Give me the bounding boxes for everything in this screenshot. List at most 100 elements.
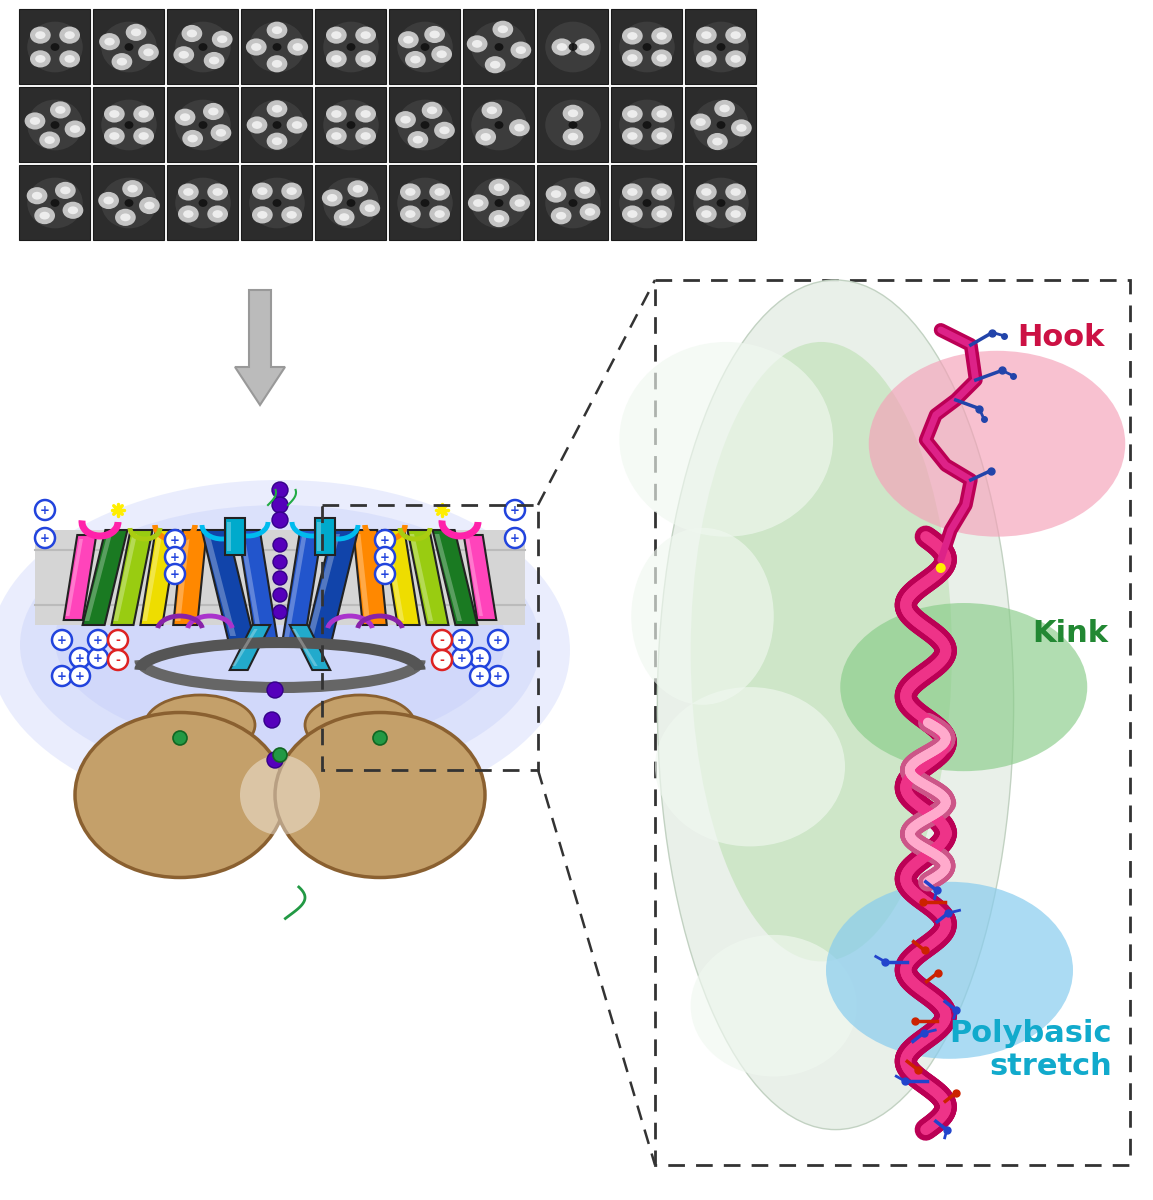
Bar (93, 164, 164, 240)
Circle shape (488, 666, 508, 686)
Polygon shape (229, 625, 270, 670)
Ellipse shape (364, 204, 375, 212)
Text: +: + (380, 568, 390, 581)
Ellipse shape (30, 50, 51, 67)
Ellipse shape (514, 124, 525, 132)
Ellipse shape (122, 180, 143, 197)
Ellipse shape (574, 181, 595, 199)
Ellipse shape (489, 210, 510, 227)
Ellipse shape (182, 130, 203, 148)
Text: +: + (510, 532, 520, 545)
Text: +: + (475, 652, 485, 665)
Polygon shape (83, 530, 127, 625)
Ellipse shape (619, 178, 675, 228)
Text: Hook: Hook (1018, 323, 1105, 352)
Ellipse shape (407, 131, 428, 149)
Ellipse shape (104, 106, 125, 122)
Ellipse shape (545, 100, 601, 150)
Bar (464, 86, 534, 162)
Ellipse shape (545, 186, 566, 203)
Ellipse shape (551, 38, 572, 55)
Ellipse shape (101, 100, 157, 150)
Ellipse shape (563, 128, 583, 145)
Ellipse shape (405, 188, 415, 196)
Circle shape (273, 554, 287, 569)
Ellipse shape (731, 119, 752, 137)
Ellipse shape (104, 197, 114, 204)
Ellipse shape (178, 184, 198, 200)
Text: +: + (493, 634, 503, 647)
Circle shape (432, 650, 452, 670)
Circle shape (165, 547, 184, 566)
Circle shape (70, 666, 90, 686)
Ellipse shape (116, 58, 127, 66)
Text: +: + (457, 634, 467, 647)
Ellipse shape (240, 755, 321, 835)
Ellipse shape (51, 121, 60, 128)
Ellipse shape (398, 178, 453, 228)
Ellipse shape (405, 210, 415, 218)
Ellipse shape (656, 132, 666, 140)
Polygon shape (143, 534, 163, 622)
Ellipse shape (175, 178, 231, 228)
Bar (611, 86, 683, 162)
Ellipse shape (701, 210, 711, 218)
Circle shape (452, 648, 472, 668)
Polygon shape (464, 535, 496, 620)
Ellipse shape (323, 22, 378, 72)
Ellipse shape (621, 184, 642, 200)
Ellipse shape (580, 186, 590, 194)
Ellipse shape (36, 55, 45, 62)
Ellipse shape (580, 203, 601, 221)
Ellipse shape (62, 202, 83, 218)
Ellipse shape (557, 43, 567, 50)
Ellipse shape (435, 121, 454, 139)
Bar (611, 8, 683, 84)
Circle shape (505, 500, 525, 520)
Ellipse shape (173, 47, 194, 64)
Ellipse shape (619, 22, 675, 72)
Ellipse shape (110, 110, 120, 118)
Ellipse shape (642, 121, 651, 128)
Ellipse shape (619, 100, 675, 150)
Ellipse shape (110, 132, 120, 140)
Ellipse shape (567, 109, 578, 118)
Ellipse shape (331, 110, 341, 118)
Circle shape (88, 630, 108, 650)
Ellipse shape (208, 205, 228, 223)
Polygon shape (66, 539, 83, 616)
Bar (241, 86, 312, 162)
Ellipse shape (568, 199, 578, 206)
Text: Kink: Kink (1032, 619, 1108, 648)
Ellipse shape (656, 110, 666, 118)
Ellipse shape (556, 212, 566, 220)
Ellipse shape (490, 61, 500, 68)
Ellipse shape (868, 350, 1125, 536)
Ellipse shape (28, 100, 83, 150)
Ellipse shape (621, 106, 642, 122)
Polygon shape (308, 534, 340, 636)
Ellipse shape (355, 26, 376, 43)
Bar (655, 280, 1130, 1165)
Ellipse shape (493, 215, 504, 222)
Polygon shape (435, 534, 462, 622)
Ellipse shape (511, 42, 532, 59)
Circle shape (374, 731, 387, 745)
Ellipse shape (120, 214, 130, 221)
Ellipse shape (55, 182, 76, 199)
Ellipse shape (707, 133, 728, 150)
Bar (167, 164, 238, 240)
Ellipse shape (347, 199, 355, 206)
Circle shape (375, 530, 395, 550)
Ellipse shape (183, 188, 194, 196)
Bar (685, 86, 756, 162)
Circle shape (272, 512, 288, 528)
Ellipse shape (331, 31, 341, 40)
Circle shape (70, 648, 90, 668)
Ellipse shape (484, 56, 505, 73)
Bar (389, 86, 460, 162)
Ellipse shape (216, 128, 226, 137)
Text: +: + (380, 551, 390, 564)
Ellipse shape (400, 184, 421, 200)
Text: +: + (475, 670, 485, 683)
